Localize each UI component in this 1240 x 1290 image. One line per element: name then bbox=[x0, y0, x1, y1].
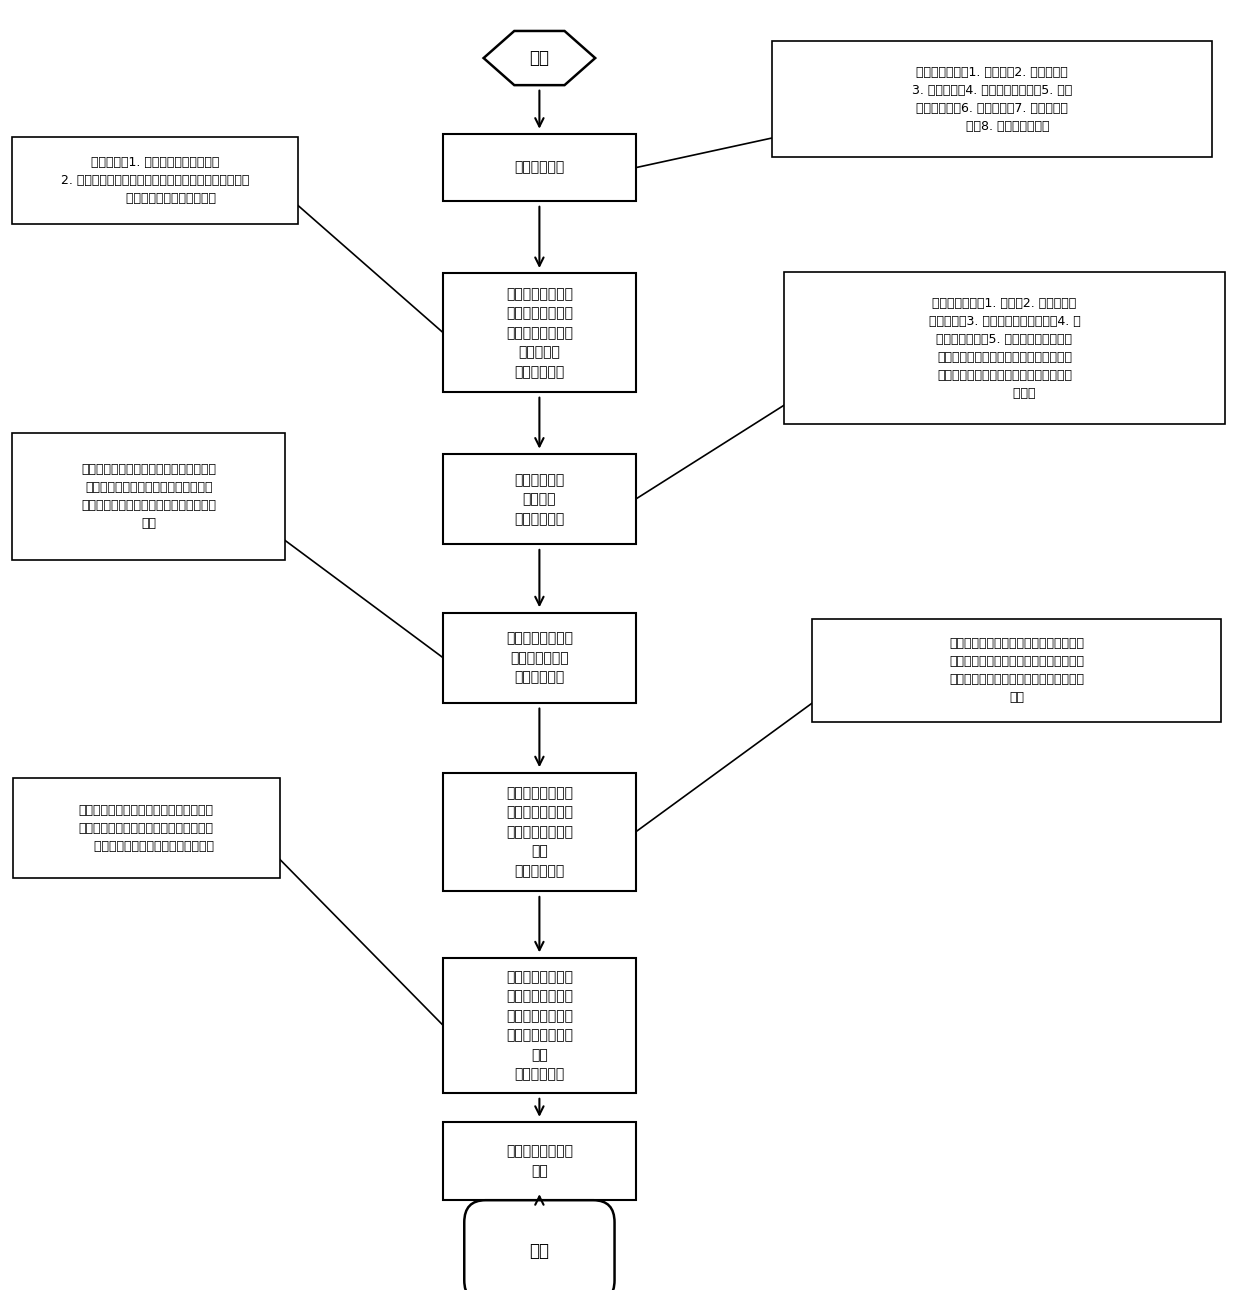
Text: 筛选可用资源，删
除已占用的资源
（冲突筛选）: 筛选可用资源，删 除已占用的资源 （冲突筛选） bbox=[506, 631, 573, 685]
FancyBboxPatch shape bbox=[444, 1122, 635, 1200]
FancyBboxPatch shape bbox=[12, 433, 285, 560]
Text: 综合考虑设备利用率、任务执行数量等评
价准则，以保证地面站能够最大化、高可
靠的执行数据接收任务为目标，分配设备
资源: 综合考虑设备利用率、任务执行数量等评 价准则，以保证地面站能够最大化、高可 靠的… bbox=[950, 637, 1084, 704]
Text: 开始: 开始 bbox=[529, 49, 549, 67]
FancyBboxPatch shape bbox=[444, 773, 635, 891]
Text: 匹配接收资源与任
务要求，提取具备
执行任务能力的所
有接收资源
（能力筛选）: 匹配接收资源与任 务要求，提取具备 执行任务能力的所 有接收资源 （能力筛选） bbox=[506, 286, 573, 379]
FancyBboxPatch shape bbox=[771, 41, 1213, 157]
FancyBboxPatch shape bbox=[464, 1200, 615, 1290]
FancyBboxPatch shape bbox=[444, 957, 635, 1094]
FancyBboxPatch shape bbox=[444, 273, 635, 392]
Text: 匹配方法：1. 天线由任务直接指定；
2. 跟踪变频通道、数传变频通道、解调通道、记录通道
        直接匹配任务中的卫星名；: 匹配方法：1. 天线由任务直接指定； 2. 跟踪变频通道、数传变频通道、解调通道… bbox=[61, 156, 249, 205]
Text: 依据任务时间，与已经受理的任务进行冲
突消解，删除已经分配给其余任务的资
源，剩下未被占用的资源即新任务的可用
资源: 依据任务时间，与已经受理的任务进行冲 突消解，删除已经分配给其余任务的资 源，剩… bbox=[82, 463, 216, 530]
FancyBboxPatch shape bbox=[444, 134, 635, 201]
FancyBboxPatch shape bbox=[444, 613, 635, 703]
Text: 接收资源包括：1. 天线；2. 跟踪变频器
（通道）；3. 数传变频器（通道）；4. 解
调器（通道）；5. 记录设备（通道）。
选取所有状态正常的设备（可自动: 接收资源包括：1. 天线；2. 跟踪变频器 （通道）；3. 数传变频器（通道）；… bbox=[929, 297, 1080, 400]
Text: 生成资源组以及宏
配置: 生成资源组以及宏 配置 bbox=[506, 1144, 573, 1178]
FancyBboxPatch shape bbox=[12, 778, 279, 878]
Text: 结束: 结束 bbox=[529, 1242, 549, 1260]
Text: 针对参数可变的卫
星，单个设备可能
拥有多个宏配置，
依据任务要求自动
选择
（配置筛选）: 针对参数可变的卫 星，单个设备可能 拥有多个宏配置， 依据任务要求自动 选择 （… bbox=[506, 970, 573, 1081]
FancyBboxPatch shape bbox=[444, 454, 635, 544]
Text: 任务要求包括：1. 卫星名；2. 任务时间；
3. 任务级别；4. 卫星下传通道号；5. 卫星
下传码速率；6. 接收频率；7. 接收天线编
        号: 任务要求包括：1. 卫星名；2. 任务时间； 3. 任务级别；4. 卫星下传通道… bbox=[911, 66, 1073, 133]
Text: 提取所有正常
接收资源
（状态筛选）: 提取所有正常 接收资源 （状态筛选） bbox=[515, 472, 564, 526]
FancyBboxPatch shape bbox=[785, 272, 1225, 424]
Text: 提取任务要求: 提取任务要求 bbox=[515, 161, 564, 174]
Polygon shape bbox=[484, 31, 595, 85]
Text: 综合考虑资源调度
的评价准则，执行
资源对任务的最终
分配
（优化筛选）: 综合考虑资源调度 的评价准则，执行 资源对任务的最终 分配 （优化筛选） bbox=[506, 786, 573, 878]
Text: 依据任务中给出的卫星下传码速率、接收
频率等信息，选择匹配的设备宏（一个设
    备对应一颗星可以拥有多个宏配置）: 依据任务中给出的卫星下传码速率、接收 频率等信息，选择匹配的设备宏（一个设 备对… bbox=[78, 804, 215, 853]
FancyBboxPatch shape bbox=[12, 137, 298, 224]
FancyBboxPatch shape bbox=[812, 619, 1221, 722]
